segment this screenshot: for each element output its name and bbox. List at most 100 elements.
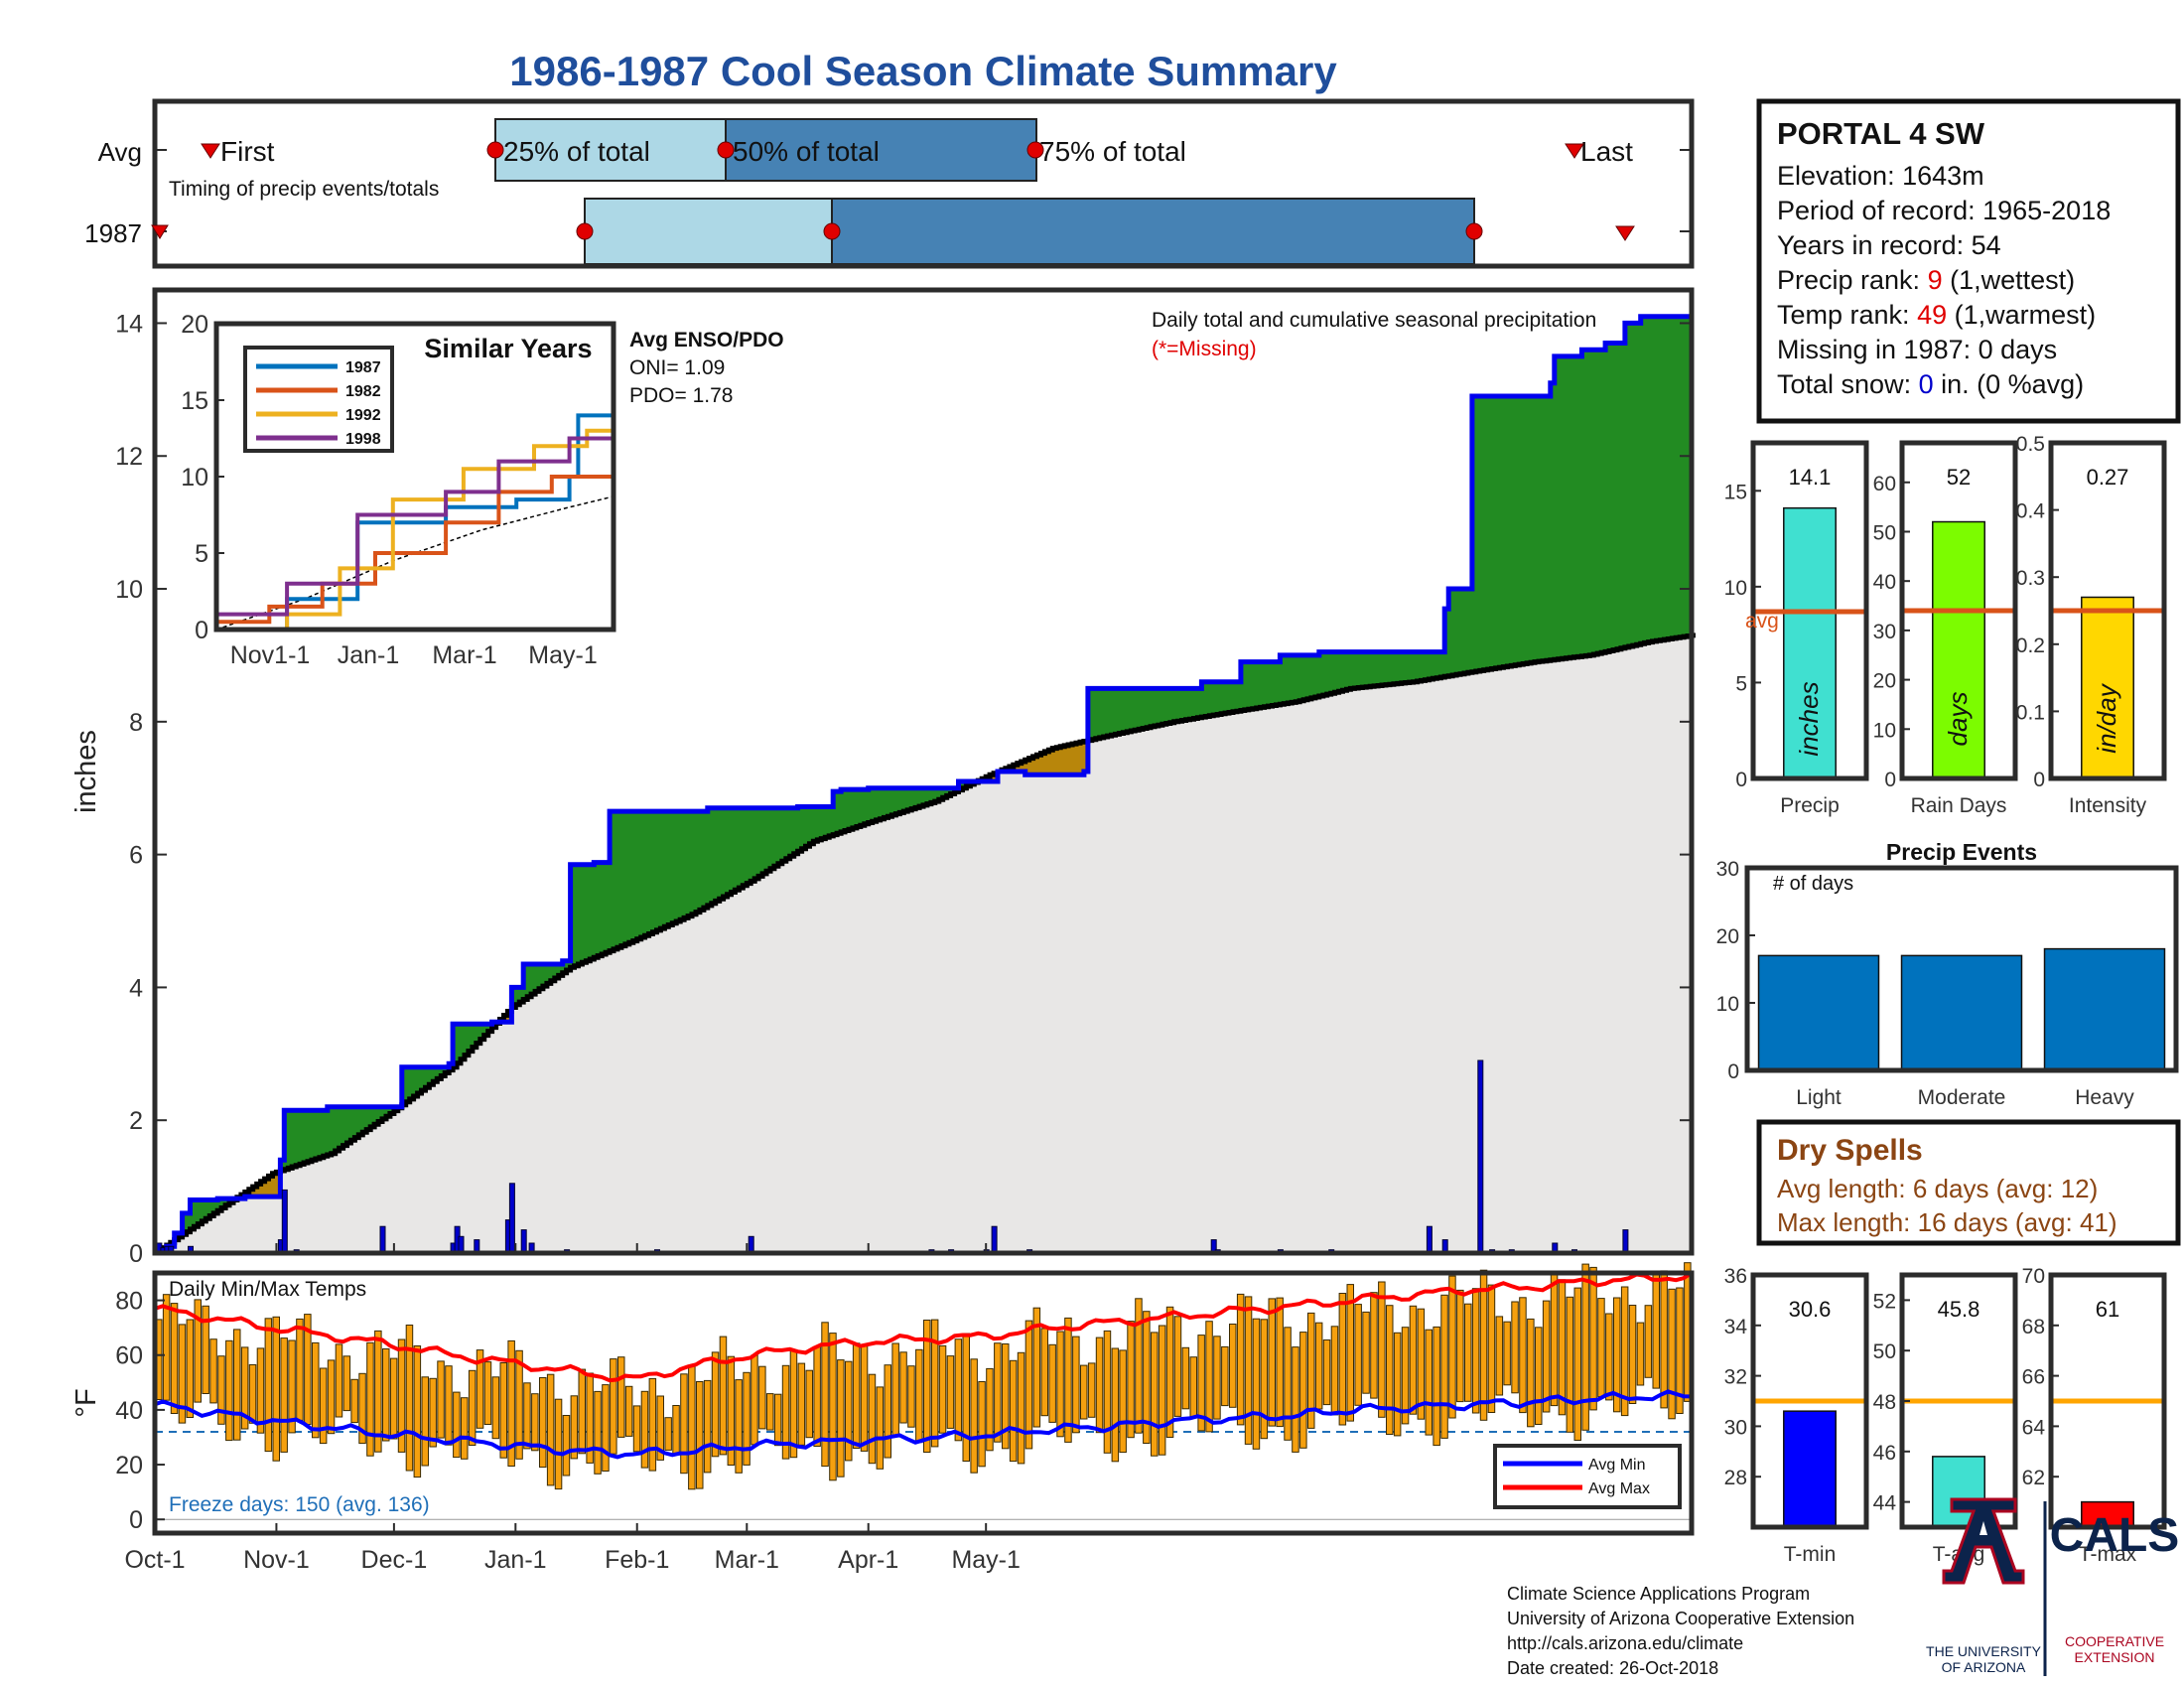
daily-temp-bar xyxy=(1660,1270,1668,1409)
daily-temp-bar xyxy=(829,1333,837,1481)
daily-temp-bar xyxy=(1307,1312,1315,1429)
daily-temp-bar xyxy=(1566,1296,1574,1433)
timing-avg-75-dot xyxy=(1026,141,1044,159)
legend-1982: 1982 xyxy=(345,383,381,400)
event-ytick-label: 10 xyxy=(1716,993,1739,1016)
mini-panel-intensity: 0.27 0 0.1 0.2 0.3 0.4 0.5 Intensity in/day xyxy=(2016,433,2167,817)
month-tick-label: Oct-1 xyxy=(124,1546,185,1574)
main-ytick-label: 12 xyxy=(115,443,143,471)
daily-temp-bar xyxy=(445,1365,453,1446)
daily-temp-bar xyxy=(1024,1320,1033,1450)
precip-events-chart: Precip Events Light Moderate Heavy0102030 … xyxy=(1716,839,2179,1109)
footer-line-2: University of Arizona Cooperative Extens… xyxy=(1507,1609,1854,1628)
main-ylabel: inches xyxy=(70,730,102,813)
daily-temp-bar xyxy=(1095,1336,1104,1434)
timing-75-label: 75% of total xyxy=(1039,136,1186,167)
similar-years-inset: 0 5 10 15 20 Similar Years 1987 1982 1992 19… xyxy=(181,311,616,669)
event-category-label: Moderate xyxy=(1918,1086,2006,1109)
daily-temp-bar xyxy=(1173,1316,1182,1417)
sim-xtick-jan: Jan-1 xyxy=(338,641,400,669)
mini-tick-label: 34 xyxy=(1724,1316,1748,1338)
mini-tick-label: 10 xyxy=(1724,577,1747,600)
mini-value-label: 0.27 xyxy=(2087,465,2129,490)
timing-1987-75-dot xyxy=(1465,222,1483,240)
daily-temp-bar xyxy=(437,1360,445,1439)
daily-temp-bar xyxy=(1503,1321,1511,1386)
main-ytick-label: 14 xyxy=(115,310,143,338)
daily-temp-bar xyxy=(789,1349,798,1459)
event-ytick-label: 20 xyxy=(1716,925,1739,948)
mini-tick-label: 48 xyxy=(1873,1391,1896,1414)
mini-tick-label: 0.3 xyxy=(2016,567,2045,590)
mini-name-label: T-min xyxy=(1784,1543,1837,1566)
mini-unit-label: inches xyxy=(1794,681,1824,756)
mini-name-label: Intensity xyxy=(2069,794,2147,817)
daily-temp-bar xyxy=(240,1346,249,1430)
mini-tick-label: 0.1 xyxy=(2016,701,2045,724)
station-missing: Missing in 1987: 0 days xyxy=(1777,335,2057,364)
timing-1987-first-marker xyxy=(151,224,169,239)
daily-temp-bar xyxy=(1471,1288,1480,1414)
timing-first-label: First xyxy=(220,136,275,167)
coop-line-2: EXTENSION xyxy=(2075,1649,2155,1665)
daily-temp-bar xyxy=(994,1342,1002,1443)
daily-temp-bar xyxy=(312,1341,320,1439)
ua-logo: THE UNIVERSITY OF ARIZONA xyxy=(1926,1497,2042,1675)
daily-temp-bar xyxy=(405,1325,414,1472)
daily-temp-bar xyxy=(374,1330,382,1453)
main-ytick-label: 2 xyxy=(129,1107,143,1135)
daily-temp-bar xyxy=(499,1362,507,1459)
station-name: PORTAL 4 SW xyxy=(1777,116,1985,151)
daily-temp-bar xyxy=(624,1385,633,1437)
coop-line-1: COOPERATIVE xyxy=(2065,1633,2164,1649)
daily-temp-bar xyxy=(1197,1335,1205,1432)
daily-precip-bar xyxy=(1426,1225,1433,1254)
mini-unit-label: in/day xyxy=(2092,682,2121,753)
daily-temp-bar xyxy=(1558,1279,1567,1416)
daily-temp-bar xyxy=(962,1333,970,1462)
daily-temp-bar xyxy=(1221,1345,1229,1407)
ua-logo-line-1: THE UNIVERSITY xyxy=(1926,1643,2042,1659)
similar-series-1998 xyxy=(216,436,615,617)
daily-temp-bar xyxy=(170,1303,179,1414)
main-ytick-label: 0 xyxy=(129,1240,143,1268)
mini-tick-label: 0.4 xyxy=(2016,500,2046,523)
similar-series-1992 xyxy=(216,369,615,632)
mini-tick-label: 46 xyxy=(1873,1442,1896,1465)
daily-temp-bar xyxy=(766,1393,774,1431)
daily-temp-bar xyxy=(986,1367,994,1452)
daily-temp-bar xyxy=(1330,1326,1339,1416)
daily-temp-bar xyxy=(727,1355,736,1466)
temp-ytick-label: 20 xyxy=(115,1452,143,1479)
daily-temp-bar xyxy=(382,1348,390,1442)
mini-tick-label: 50 xyxy=(1873,521,1896,544)
daily-temp-bar xyxy=(1158,1325,1166,1456)
daily-temp-bar xyxy=(797,1362,806,1446)
daily-temp-bar xyxy=(891,1342,899,1438)
legend-1987: 1987 xyxy=(345,359,381,376)
daily-temp-bar xyxy=(1550,1273,1559,1407)
daily-precip-bar xyxy=(1622,1229,1629,1254)
daily-temp-bar xyxy=(656,1395,664,1461)
daily-temp-bar xyxy=(1236,1293,1245,1426)
daily-temp-bar xyxy=(884,1364,891,1459)
timing-avg-25-dot xyxy=(486,141,504,159)
month-tick-label: Mar-1 xyxy=(715,1546,779,1574)
precip-rank-value: 9 xyxy=(1928,265,1943,295)
daily-temp-bar xyxy=(617,1356,625,1438)
daily-temp-bar xyxy=(1151,1332,1159,1457)
daily-temp-bar xyxy=(1072,1336,1080,1434)
temp-rank-value: 49 xyxy=(1917,300,1947,330)
daily-temp-bar xyxy=(523,1382,531,1450)
daily-temp-bar xyxy=(672,1405,680,1456)
daily-temp-bar xyxy=(1040,1328,1048,1417)
station-snow: Total snow: 0 in. (0 %avg) xyxy=(1777,369,2084,399)
daily-precip-bar xyxy=(379,1225,386,1254)
mini-tick-label: 62 xyxy=(2022,1467,2045,1489)
daily-temp-bar xyxy=(1252,1318,1261,1450)
legend-avg-min: Avg Min xyxy=(1588,1457,1646,1474)
daily-temp-bar xyxy=(1487,1284,1496,1413)
daily-temp-bar xyxy=(1464,1303,1472,1402)
daily-temp-bar xyxy=(1620,1286,1629,1417)
daily-temp-bar xyxy=(868,1373,877,1465)
